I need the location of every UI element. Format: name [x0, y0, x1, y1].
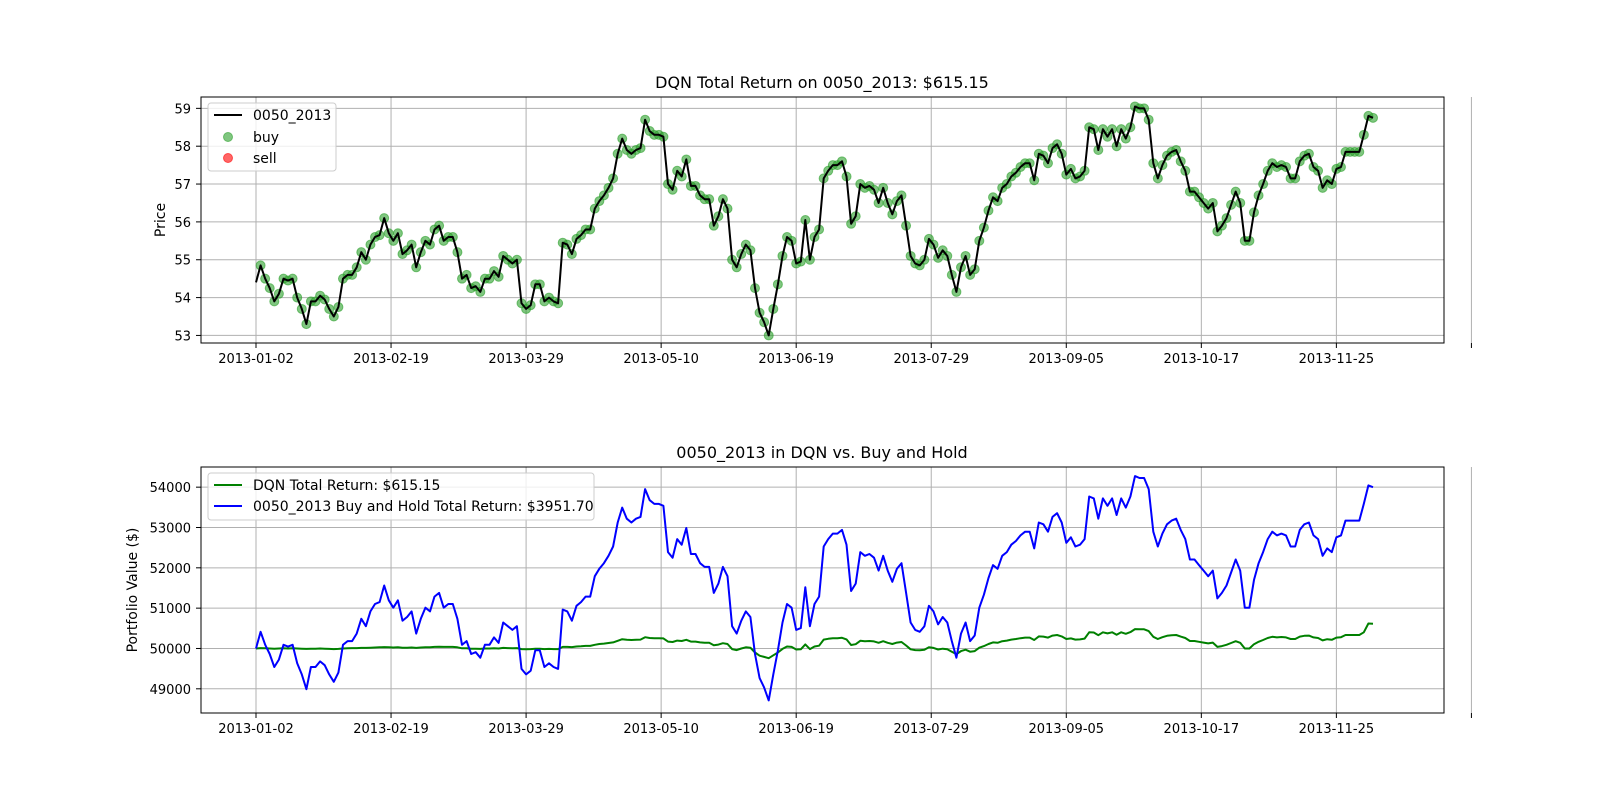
legend-buy-marker — [223, 132, 233, 142]
portfolio-chart-ticks: 2013-01-02 2013-02-19 2013-03-29 2013-05-10… — [150, 481, 1472, 737]
price-chart-frame — [200, 96, 1445, 344]
y-tick-label: 59 — [174, 102, 191, 117]
legend-label-sell: sell — [253, 151, 277, 167]
y-tick-label: 55 — [174, 254, 191, 269]
y-tick-label: 53 — [174, 329, 191, 344]
buy-point — [1368, 112, 1378, 123]
x-tick-label: 2013-11-25 — [1299, 722, 1375, 737]
price-chart: DQN Total Return on 0050_2013: $615.15 2… — [153, 73, 1472, 367]
x-tick-label: 2013-02-19 — [353, 352, 429, 367]
x-tick-label: 2013-01-02 — [218, 352, 294, 367]
legend-sell-marker — [223, 153, 233, 163]
y-tick-label: 51000 — [150, 602, 191, 617]
price-chart-ticks: 2013-01-02 2013-02-19 2013-03-29 2013-05-10… — [174, 102, 1472, 367]
y-tick-label: 49000 — [150, 683, 191, 698]
portfolio-chart-legend: DQN Total Return: $615.15 0050_2013 Buy … — [207, 472, 595, 521]
y-tick-label: 50000 — [150, 642, 191, 657]
x-tick-label: 2013-03-29 — [488, 352, 564, 367]
x-tick-label: 2013-06-19 — [758, 352, 834, 367]
dqn-line — [255, 622, 1374, 660]
portfolio-chart-title: 0050_2013 in DQN vs. Buy and Hold — [676, 443, 967, 463]
y-tick-label: 57 — [174, 178, 191, 193]
legend-label-series: 0050_2013 — [253, 108, 331, 124]
legend-label-buy: buy — [253, 130, 279, 146]
legend-frame — [207, 472, 595, 521]
legend-frame — [207, 102, 337, 172]
y-tick-label: 53000 — [150, 521, 191, 536]
x-tick-label: 2013-07-29 — [893, 352, 969, 367]
price-line — [255, 105, 1374, 337]
x-tick-label: 2013-05-10 — [623, 352, 699, 367]
price-chart-legend: 0050_2013 buy sell — [207, 102, 337, 172]
x-tick-label: 2013-01-02 — [218, 722, 294, 737]
y-tick-label: 56 — [174, 216, 191, 231]
portfolio-chart: 0050_2013 in DQN vs. Buy and Hold 2013-0… — [125, 443, 1472, 737]
y-tick-label: 54 — [174, 292, 191, 307]
y-tick-label: 58 — [174, 140, 191, 155]
x-tick-label: 2013-05-10 — [623, 722, 699, 737]
price-chart-grid — [201, 97, 1472, 343]
y-tick-label: 54000 — [150, 481, 191, 496]
portfolio-chart-frame — [200, 466, 1445, 714]
x-tick-label: 2013-10-17 — [1164, 722, 1240, 737]
x-tick-label: 2013-09-05 — [1029, 352, 1105, 367]
x-tick-label: 2013-10-17 — [1164, 352, 1240, 367]
y-tick-label: 52000 — [150, 562, 191, 577]
buy-and-hold-line — [255, 475, 1374, 702]
legend-label-buyhold: 0050_2013 Buy and Hold Total Return: $39… — [253, 499, 594, 515]
legend-label-dqn: DQN Total Return: $615.15 — [253, 478, 440, 494]
price-chart-ylabel: Price — [153, 203, 169, 237]
x-tick-label: 2013-02-19 — [353, 722, 429, 737]
x-tick-label: 2013-07-29 — [893, 722, 969, 737]
x-tick-label: 2013-03-29 — [488, 722, 564, 737]
portfolio-chart-series — [255, 475, 1374, 702]
x-tick-label: 2013-11-25 — [1299, 352, 1375, 367]
price-chart-series — [255, 101, 1378, 341]
x-tick-label: 2013-06-19 — [758, 722, 834, 737]
x-tick-label: 2013-09-05 — [1029, 722, 1105, 737]
portfolio-chart-ylabel: Portfolio Value ($) — [125, 528, 141, 653]
price-chart-title: DQN Total Return on 0050_2013: $615.15 — [655, 73, 989, 93]
